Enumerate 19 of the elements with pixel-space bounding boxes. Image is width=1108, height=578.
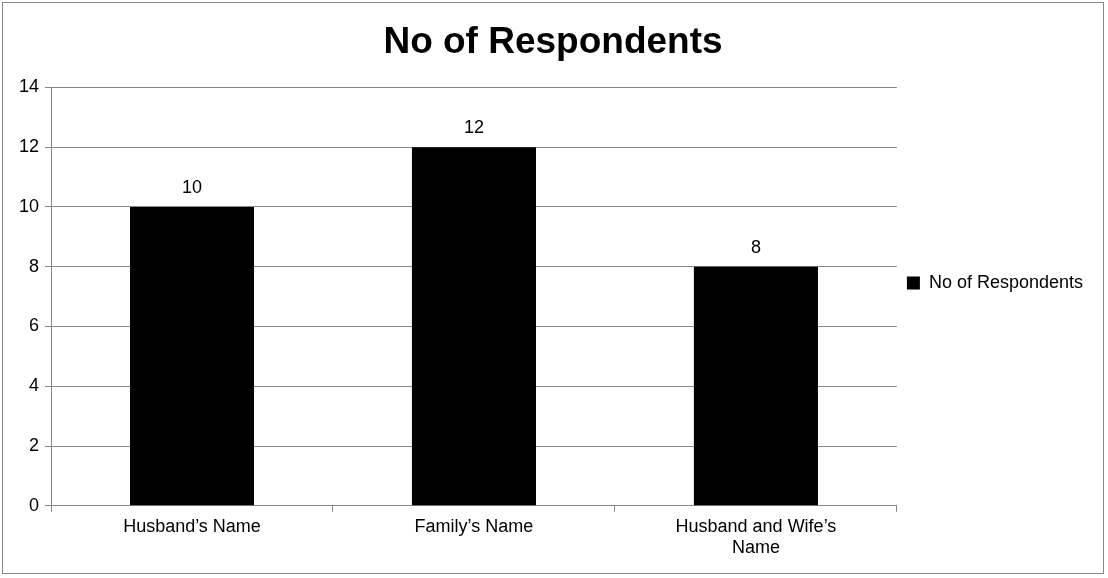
y-tick-label: 6: [29, 315, 40, 336]
y-tick-label: 10: [18, 195, 40, 216]
x-tick-label: Husband and Wife’s Name: [675, 515, 837, 558]
data-label: 12: [463, 117, 484, 138]
data-label: 10: [181, 176, 203, 197]
y-tick-label: 0: [29, 494, 40, 515]
bar: [129, 206, 255, 506]
x-tick-label: Husband’s Name: [123, 515, 261, 536]
bar: [693, 266, 818, 506]
y-tick-label: 8: [29, 255, 40, 276]
y-tick-label: 2: [29, 435, 40, 455]
x-tick-label: Family’s Name: [414, 515, 534, 536]
y-tick-label: 12: [18, 136, 40, 157]
y-tick-label: 4: [29, 375, 40, 396]
legend-label: No of Respondents: [928, 271, 1084, 292]
bar: [411, 147, 536, 506]
data-label: 8: [750, 236, 761, 257]
y-tick-label: 14: [18, 76, 40, 97]
chart-title: No of Respondents: [383, 20, 723, 62]
